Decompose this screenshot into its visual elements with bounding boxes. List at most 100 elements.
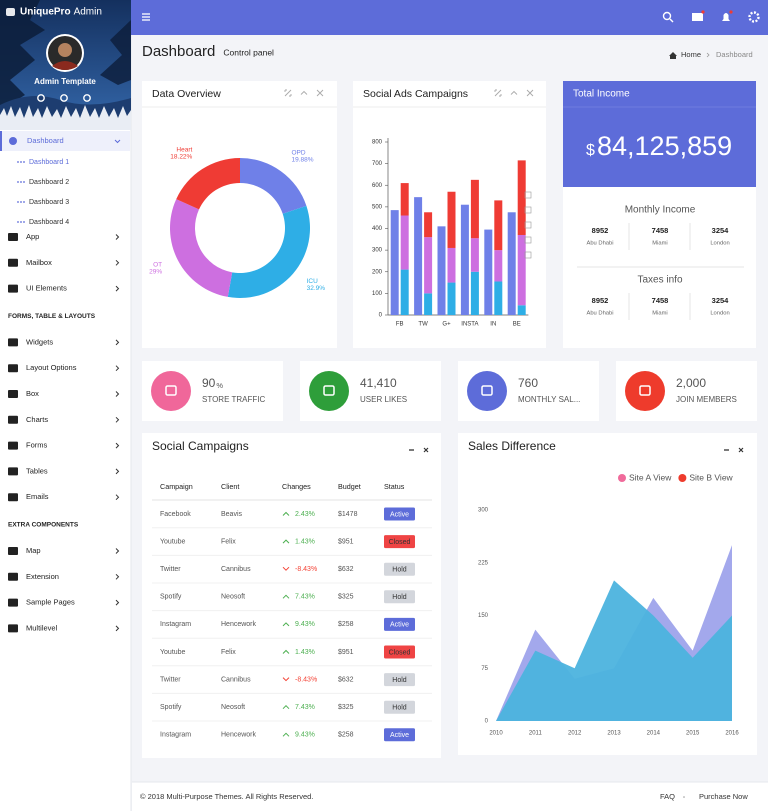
menu-item[interactable]: Widgets	[26, 337, 53, 346]
menu-item[interactable]: Mailbox	[26, 258, 52, 267]
table-header-cell: Changes	[282, 482, 311, 491]
table-header-cell: Status	[384, 482, 405, 491]
donut-value-label: 19.88%	[291, 156, 313, 163]
y-tick-label: 0	[485, 719, 489, 725]
submenu-dot	[23, 221, 25, 223]
submenu-item[interactable]: Dashboard 3	[29, 199, 69, 206]
chart-toolbox-icon[interactable]	[524, 236, 532, 244]
status-badge	[384, 590, 415, 604]
y-tick-label: 300	[372, 248, 383, 254]
menu-item[interactable]: Dashboard	[27, 136, 64, 145]
menu-item[interactable]: UI Elements	[26, 284, 67, 293]
submenu-item[interactable]: Dashboard 2	[29, 179, 69, 186]
income-group-title: Monthly Income	[625, 205, 696, 216]
collapse-icon[interactable]	[300, 90, 308, 95]
menu-item-active[interactable]	[0, 131, 130, 151]
x-tick-label: TW	[418, 322, 428, 328]
close-icon[interactable]	[423, 447, 429, 453]
power-icon[interactable]	[83, 94, 91, 102]
chevron-icon	[115, 259, 120, 266]
bar	[494, 250, 503, 282]
chart-toolbox-icon[interactable]	[524, 206, 532, 214]
search-icon[interactable]	[662, 11, 672, 21]
footer-link[interactable]: FAQ	[660, 792, 675, 801]
menu-item[interactable]: Layout Options	[26, 363, 77, 372]
submenu-item[interactable]: Dashboard 1	[29, 159, 69, 166]
stat-icon	[625, 371, 665, 411]
footer-link[interactable]: Purchase Now	[699, 792, 748, 801]
menu-item[interactable]: Charts	[26, 415, 48, 424]
chevron-icon	[115, 548, 120, 554]
menu-icon	[8, 547, 18, 555]
status-badge	[384, 507, 415, 521]
settings-icon[interactable]	[37, 94, 45, 102]
avatar-face	[58, 43, 72, 57]
menu-item[interactable]: App	[26, 232, 39, 241]
table-cell: Instagram	[160, 621, 191, 628]
table-cell: Hencework	[221, 732, 257, 739]
collapse-icon[interactable]	[510, 90, 518, 95]
table-cell: Spotify	[160, 594, 182, 601]
chevron-icon	[115, 468, 120, 475]
status-badge	[384, 728, 415, 742]
legend-label: Site B View	[689, 472, 733, 482]
menu-item[interactable]: Emails	[26, 492, 49, 501]
tree-silhouette	[0, 0, 45, 110]
table-cell: Cannibus	[221, 566, 251, 573]
menu-icon	[8, 390, 18, 398]
x-tick-label: 2012	[568, 731, 582, 737]
menu-item[interactable]: Tables	[26, 466, 48, 475]
table-cell: $951	[338, 649, 354, 656]
submenu-item[interactable]: Dashboard 4	[29, 219, 69, 226]
chart-toolbox-icon[interactable]	[524, 191, 532, 199]
chevron-icon	[115, 391, 120, 397]
status-badge	[384, 562, 415, 576]
expand-icon[interactable]	[284, 89, 292, 97]
settings-icon[interactable]	[748, 11, 760, 23]
profile-name: Admin Template	[34, 77, 96, 86]
mail-icon[interactable]	[692, 13, 703, 21]
chevron-icon	[115, 339, 120, 346]
status-badge-text: Closed	[389, 539, 411, 546]
brand-suffix: Admin	[74, 7, 102, 18]
expand-icon[interactable]	[494, 89, 502, 97]
menu-item[interactable]: Extension	[26, 572, 59, 581]
chart-toolbox-icon[interactable]	[524, 221, 532, 229]
chevron-icon	[115, 625, 120, 632]
status-badge-text: Hold	[392, 705, 407, 712]
menu-item[interactable]: Map	[26, 546, 41, 555]
submenu-dot	[20, 221, 22, 223]
donut-slice	[176, 158, 240, 210]
menu-item[interactable]: Box	[26, 389, 39, 398]
close-icon[interactable]	[526, 89, 534, 97]
y-tick-label: 800	[372, 140, 383, 146]
breadcrumb-link[interactable]: Home	[681, 50, 701, 59]
status-badge	[384, 535, 415, 549]
bar	[400, 215, 409, 270]
top-bar	[131, 0, 768, 35]
breadcrumb-separator	[706, 52, 710, 58]
table-cell: Twitter	[160, 566, 181, 573]
close-icon[interactable]	[738, 447, 744, 453]
menu-icon	[8, 493, 18, 502]
close-icon[interactable]	[316, 89, 324, 97]
y-tick-label: 0	[379, 313, 383, 319]
donut-value-label: 18.22%	[170, 154, 192, 161]
mail-icon[interactable]	[60, 94, 68, 102]
menu-item[interactable]: Sample Pages	[26, 598, 75, 607]
stat-icon-glyph	[323, 385, 335, 396]
brand-icon	[6, 8, 15, 16]
chart-toolbox-icon[interactable]	[524, 251, 532, 259]
x-tick-label: 2014	[647, 731, 661, 737]
menu-item[interactable]: Multilevel	[26, 623, 58, 632]
arrow-up-icon	[282, 511, 290, 516]
arrow-up-icon	[282, 594, 290, 599]
menu-item[interactable]: Forms	[26, 441, 47, 450]
menu-toggle[interactable]	[139, 10, 153, 24]
menu-icon	[8, 572, 18, 581]
bar	[494, 281, 503, 315]
stat-label: STORE TRAFFIC	[202, 395, 265, 404]
table-cell: -8.43%	[295, 566, 317, 573]
bell-icon[interactable]	[722, 13, 730, 21]
